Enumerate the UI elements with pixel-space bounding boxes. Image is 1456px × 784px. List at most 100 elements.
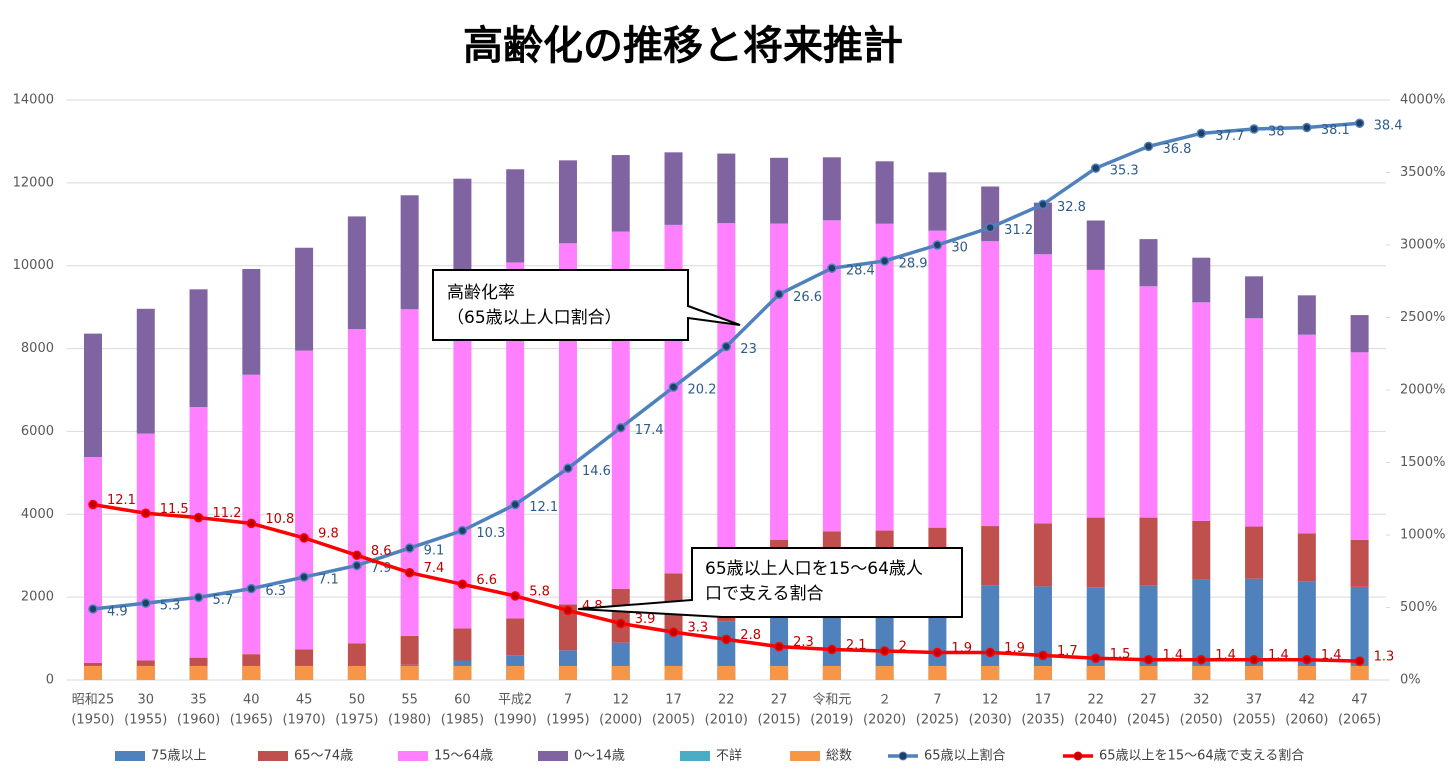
- callout-box: [432, 269, 741, 341]
- line-marker: [193, 592, 204, 603]
- x-tick-label: (2000): [599, 713, 642, 728]
- plot-area: 0 2000 4000 6000 8000 10000 12000 14000 0% 500% 10…: [13, 93, 1446, 728]
- bar-segment: [1350, 586, 1369, 680]
- data-label: 5.3: [160, 599, 181, 614]
- data-label: 2: [899, 640, 907, 655]
- x-tick-label: (2020): [863, 713, 906, 728]
- legend-swatch: [790, 751, 820, 761]
- y2-tick-label: 4000%: [1400, 93, 1445, 108]
- line-marker: [932, 240, 943, 250]
- y2-tick-label: 0%: [1400, 673, 1421, 688]
- x-tick-label: (1960): [177, 713, 220, 728]
- line-marker: [299, 572, 309, 582]
- data-label: 35.3: [1110, 164, 1139, 179]
- line-marker: [879, 646, 890, 656]
- line-marker: [193, 512, 204, 523]
- bar-segment: [1245, 526, 1264, 579]
- legend-swatch: [115, 751, 145, 761]
- bar-segment: [189, 407, 208, 658]
- bar-segment: [875, 602, 894, 680]
- x-tick-label: 7: [933, 693, 941, 708]
- bar-segment: [875, 161, 894, 224]
- line-marker: [827, 263, 837, 273]
- x-tick-label: 17: [1035, 693, 1052, 708]
- data-label: 38.4: [1374, 119, 1403, 134]
- data-label: 3.3: [688, 621, 709, 636]
- bar-segment: [1033, 254, 1052, 524]
- bar-segment: [981, 526, 1000, 586]
- line-marker: [668, 627, 679, 637]
- line-marker: [88, 499, 98, 510]
- bar-segment: [611, 155, 630, 232]
- data-label: 23: [740, 342, 757, 357]
- bar-segment: [717, 153, 736, 224]
- data-label: 31.2: [1004, 223, 1033, 238]
- bar-segment: [1245, 276, 1264, 319]
- x-tick-label: 30: [137, 693, 154, 708]
- line-marker: [510, 499, 520, 510]
- y-tick-label: 2000: [21, 590, 54, 605]
- y2-tick-label: 2000%: [1400, 383, 1445, 398]
- data-label: 5.8: [529, 584, 550, 599]
- y-tick-label: 4000: [21, 507, 54, 522]
- data-label: 1.5: [1110, 647, 1131, 662]
- bar-segment: [83, 333, 102, 458]
- data-label: 1.4: [1321, 648, 1342, 663]
- line-marker: [721, 341, 732, 352]
- data-label: 8.6: [371, 544, 392, 559]
- bar-segment: [822, 220, 841, 532]
- y-tick-label: 12000: [13, 175, 54, 190]
- legend-swatch: [538, 751, 568, 761]
- x-tick-label: (1990): [494, 713, 537, 728]
- x-tick-label: (2040): [1074, 713, 1117, 728]
- data-label: 1.3: [1374, 650, 1395, 665]
- bar-segment: [295, 247, 314, 351]
- y-tick-label: 0: [46, 673, 54, 688]
- data-label: 1.4: [1268, 648, 1289, 663]
- x-tick-label: 22: [1087, 693, 1104, 708]
- bar-segment: [189, 289, 208, 408]
- legend-label: 不詳: [716, 748, 742, 764]
- data-label: 11.5: [160, 502, 189, 517]
- data-label: 38: [1268, 125, 1285, 140]
- bar-segment: [558, 160, 577, 244]
- x-tick-label: (1950): [71, 713, 114, 728]
- line-marker: [827, 644, 837, 655]
- bar-segment: [1033, 202, 1052, 255]
- bar-segment: [611, 588, 630, 643]
- bar-segment: [1139, 286, 1158, 518]
- bar-segment: [1350, 539, 1369, 587]
- line-marker: [510, 591, 520, 601]
- x-tick-label: 42: [1299, 693, 1316, 708]
- data-label: 26.6: [793, 290, 822, 305]
- bar-segment: [506, 262, 525, 619]
- legend-label: 65〜74歳: [294, 749, 353, 764]
- bar-segment: [1192, 302, 1211, 521]
- bar-segment: [136, 433, 155, 661]
- annotation-text: 高齢化率: [447, 283, 515, 303]
- data-label: 12.1: [107, 493, 136, 508]
- line-marker: [1249, 654, 1259, 665]
- bar-segment: [928, 665, 947, 680]
- bar-segment: [347, 665, 366, 680]
- line-marker: [774, 289, 784, 300]
- bar-segment: [1192, 520, 1211, 580]
- legend-swatch: [258, 751, 288, 761]
- data-label: 9.8: [318, 526, 339, 541]
- data-label: 3.9: [635, 612, 656, 627]
- bar-segment: [347, 643, 366, 669]
- x-tick-label: 27: [771, 693, 788, 708]
- bar-segment: [242, 665, 261, 680]
- data-label: 7.4: [424, 561, 445, 576]
- bar-segment: [1033, 665, 1052, 680]
- x-tick-label: (1985): [441, 713, 484, 728]
- x-tick-label: 55: [401, 693, 418, 708]
- bar-segment: [1086, 269, 1105, 518]
- annotations: 高齢化率 （65歳以上人口割合） 65歳以上人口を15〜64歳人 口で支える割合…: [115, 269, 1304, 764]
- bar-segment: [1297, 295, 1316, 335]
- line-marker: [1143, 654, 1154, 665]
- bar-segment: [981, 241, 1000, 527]
- bar-segment: [717, 223, 736, 559]
- line-marker: [246, 583, 257, 594]
